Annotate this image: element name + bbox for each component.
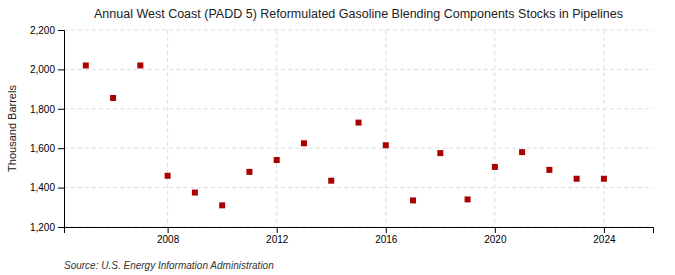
grid-line: [64, 108, 653, 109]
tick: 2012: [266, 227, 289, 245]
axis-line: [58, 31, 65, 228]
tick-label: 2012: [266, 234, 289, 245]
points: [83, 62, 607, 208]
grid-line: [64, 148, 653, 149]
axis-line: [65, 228, 654, 234]
tick: 1,200: [30, 222, 64, 233]
tick: 2020: [484, 227, 507, 245]
tick-mark: [58, 227, 64, 228]
point: [492, 164, 498, 170]
point: [110, 95, 116, 101]
point: [219, 202, 225, 208]
point: [574, 176, 580, 182]
tick-label: 2,000: [30, 64, 55, 75]
title: Annual West Coast (PADD 5) Reformulated …: [94, 7, 623, 21]
tick-label: 1,600: [30, 143, 55, 154]
tick-mark: [168, 227, 169, 233]
grid-line: [64, 69, 653, 70]
grid-line: [64, 30, 653, 31]
point: [601, 176, 607, 182]
grid-line: [167, 30, 168, 227]
tick-mark: [604, 227, 605, 233]
tick-mark: [386, 227, 387, 233]
point: [328, 178, 334, 184]
point: [274, 157, 280, 163]
tick-mark: [58, 30, 64, 31]
grid-line: [276, 30, 277, 227]
tick: 2,000: [30, 64, 64, 75]
point: [165, 173, 171, 179]
tick: 1,800: [30, 104, 64, 115]
tick-mark: [58, 188, 64, 189]
x-axis: 2008 2012 2016 2020 2024: [65, 227, 654, 245]
grid-line: [494, 30, 495, 227]
y-axis: 1,200 1,400 1,600 1,800 2,000 2,200: [30, 25, 65, 233]
grid-line: [603, 30, 604, 227]
point: [137, 62, 143, 68]
tick-label: 2,200: [30, 25, 55, 36]
point: [83, 62, 89, 68]
point: [192, 190, 198, 196]
point: [519, 149, 525, 155]
y-axis-label: Thousand Barrels: [6, 85, 18, 172]
tick-label: 2008: [157, 234, 180, 245]
grid-line: [385, 30, 386, 227]
tick: 1,400: [30, 182, 64, 193]
tick-label: 1,400: [30, 182, 55, 193]
point: [356, 120, 362, 126]
tick-label: 2024: [593, 234, 616, 245]
tick-mark: [58, 109, 64, 110]
point: [465, 196, 471, 202]
tick-mark: [58, 69, 64, 70]
point: [437, 150, 443, 156]
tick-mark: [277, 227, 278, 233]
tick: 2008: [157, 227, 180, 245]
tick: 2016: [375, 227, 398, 245]
tick-label: 2020: [484, 234, 507, 245]
point: [301, 140, 307, 146]
tick: 2024: [593, 227, 616, 245]
tick: 1,600: [30, 143, 64, 154]
tick-mark: [58, 148, 64, 149]
point: [546, 167, 552, 173]
grid: [64, 30, 653, 227]
annotation: Source: U.S. Energy Information Administ…: [64, 260, 274, 271]
point: [410, 197, 416, 203]
grid-line: [64, 187, 653, 188]
point: [383, 142, 389, 148]
tick-label: 2016: [375, 234, 398, 245]
tick-label: 1,800: [30, 104, 55, 115]
chart: 2008 2012 2016 2020 2024 1,200 1,400 1,600 1,800…: [0, 0, 675, 275]
tick-mark: [495, 227, 496, 233]
point: [246, 169, 252, 175]
tick: 2,200: [30, 25, 64, 36]
tick-label: 1,200: [30, 222, 55, 233]
